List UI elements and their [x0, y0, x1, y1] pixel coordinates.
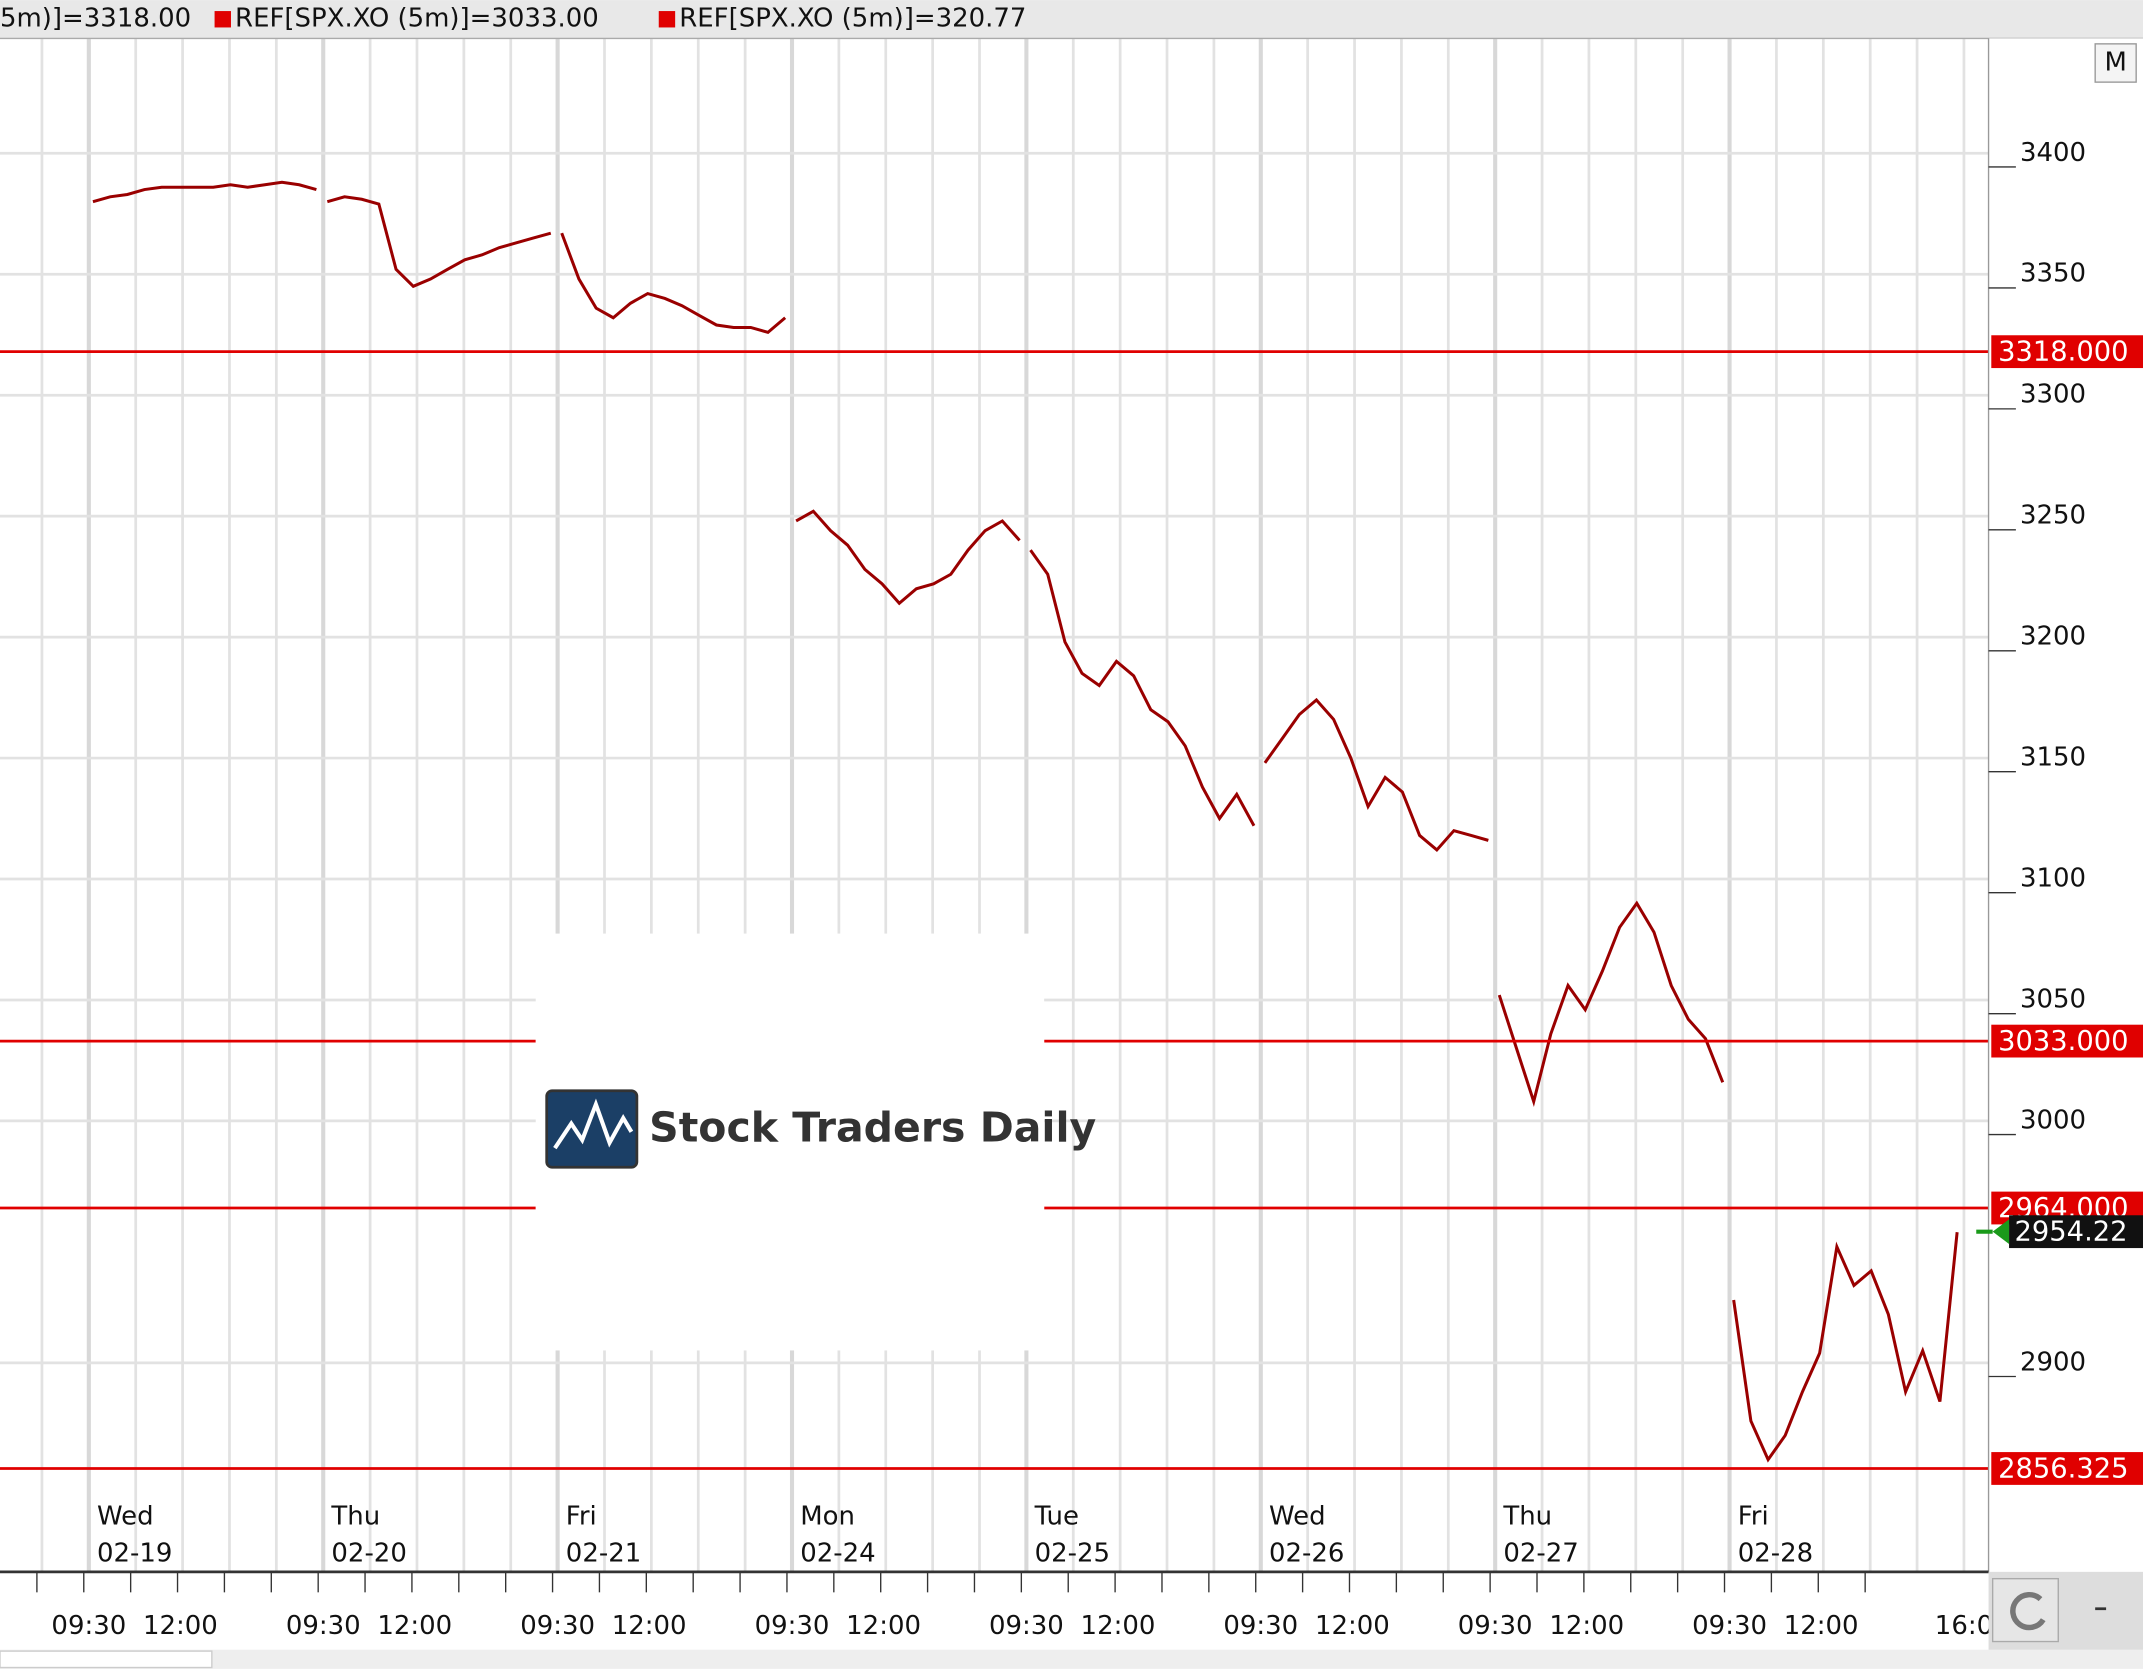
y-tick-label: 3250 — [2020, 501, 2086, 531]
m-button[interactable] — [2094, 43, 2137, 83]
ref-label: 2856.325 — [1998, 1453, 2128, 1484]
time-label: 09:30 — [989, 1611, 1064, 1641]
price-line — [92, 180, 317, 204]
ref-label: 3318.000 — [1998, 337, 2128, 368]
time-label: 12:00 — [1081, 1611, 1156, 1641]
y-tick-label: 3400 — [2020, 138, 2086, 168]
time-label: 12:00 — [1784, 1611, 1859, 1641]
day-weekday: Wed — [1269, 1502, 1326, 1532]
day-date: 02-28 — [1738, 1539, 1813, 1569]
time-label: 09:30 — [51, 1611, 126, 1641]
y-tick-label: 3300 — [2020, 380, 2086, 410]
y-tick-label: 3200 — [2020, 622, 2086, 652]
y-axis-panel — [1988, 38, 2143, 1572]
legend-swatch — [214, 11, 231, 28]
time-label: 12:00 — [143, 1611, 218, 1641]
logo-glyph — [553, 1098, 634, 1150]
y-tick-label: 3100 — [2020, 864, 2086, 894]
day-date: 02-24 — [800, 1539, 875, 1569]
day-date: 02-26 — [1269, 1539, 1344, 1569]
ref-label-box — [1991, 335, 2143, 369]
refresh-icon — [2010, 1592, 2046, 1631]
y-axis: 2900 3000 3050 3100 3150 3200 3250 3300 3350 3400… — [1976, 138, 2143, 1485]
time-label: 12:00 — [377, 1611, 452, 1641]
logo-icon — [545, 1089, 639, 1169]
time-label: 09:30 — [1223, 1611, 1298, 1641]
logo: Stock Traders Daily — [545, 1089, 1096, 1169]
price-line — [1263, 697, 1489, 853]
time-label: 12:00 — [1315, 1611, 1390, 1641]
scrollbar-track[interactable] — [0, 1649, 2143, 1669]
y-tick-label: 3000 — [2020, 1105, 2086, 1135]
y-tick-label: 3150 — [2020, 743, 2086, 773]
price-line — [1497, 900, 1725, 1107]
header-item: 5m)]=3318.00 — [0, 4, 191, 34]
day-weekday: Wed — [97, 1502, 154, 1532]
time-label: 09:30 — [520, 1611, 595, 1641]
day-weekday: Fri — [1738, 1502, 1769, 1532]
price-line — [795, 509, 1021, 606]
plot-area — [0, 180, 1989, 1470]
time-label: 16:0 — [1935, 1611, 1993, 1641]
price-line — [326, 195, 552, 289]
time-label: 09:30 — [286, 1611, 361, 1641]
header-bar — [0, 0, 2143, 39]
m-button-label[interactable]: M — [2104, 47, 2126, 77]
time-label: 12:00 — [846, 1611, 921, 1641]
ref-label: 3033.000 — [1998, 1026, 2128, 1057]
ref-label-box — [1991, 1452, 2143, 1485]
last-price-label: 2954.22 — [2015, 1217, 2128, 1248]
day-date: 02-21 — [566, 1539, 641, 1569]
day-weekday: Mon — [800, 1502, 855, 1532]
y-tick-label: 2900 — [2020, 1347, 2086, 1377]
time-label: 09:30 — [1458, 1611, 1533, 1641]
time-label: 09:30 — [755, 1611, 830, 1641]
header-item: REF[SPX.XO (5m)]=320.77 — [679, 4, 1026, 34]
ref-label-box — [1991, 1024, 2143, 1058]
header: 5m)]=3318.00 REF[SPX.XO (5m)]=3033.00 REF[… — [0, 4, 1026, 34]
day-date: 02-19 — [97, 1539, 172, 1569]
day-weekday: Thu — [330, 1502, 380, 1532]
refresh-button[interactable] — [1991, 1577, 2059, 1643]
day-weekday: Tue — [1034, 1502, 1079, 1532]
price-line — [560, 232, 787, 335]
x-axis: Wed 02-19 09:30 12:00 Thu 02-20 09:30 12:00 Fri 0… — [36, 1502, 1993, 1641]
day-date: 02-20 — [331, 1539, 406, 1569]
header-item: REF[SPX.XO (5m)]=3033.00 — [235, 4, 599, 34]
legend-swatch — [658, 11, 676, 28]
scrollbar-thumb[interactable] — [0, 1650, 213, 1669]
y-tick-label: 3050 — [2020, 984, 2086, 1014]
price-line — [1732, 1232, 1959, 1463]
y-tick-label: 3350 — [2020, 259, 2086, 289]
watermark: Stock Traders Daily — [649, 1103, 1096, 1151]
day-date: 02-27 — [1503, 1539, 1578, 1569]
time-label: 12:00 — [612, 1611, 687, 1641]
last-price-arrow — [1992, 1219, 2010, 1244]
day-weekday: Fri — [566, 1502, 597, 1532]
time-label: 09:30 — [1692, 1611, 1767, 1641]
price-line — [1029, 549, 1256, 827]
day-weekday: Thu — [1502, 1502, 1552, 1532]
time-label: 12:00 — [1549, 1611, 1624, 1641]
day-date: 02-25 — [1035, 1539, 1110, 1569]
last-price-box — [2009, 1215, 2143, 1249]
